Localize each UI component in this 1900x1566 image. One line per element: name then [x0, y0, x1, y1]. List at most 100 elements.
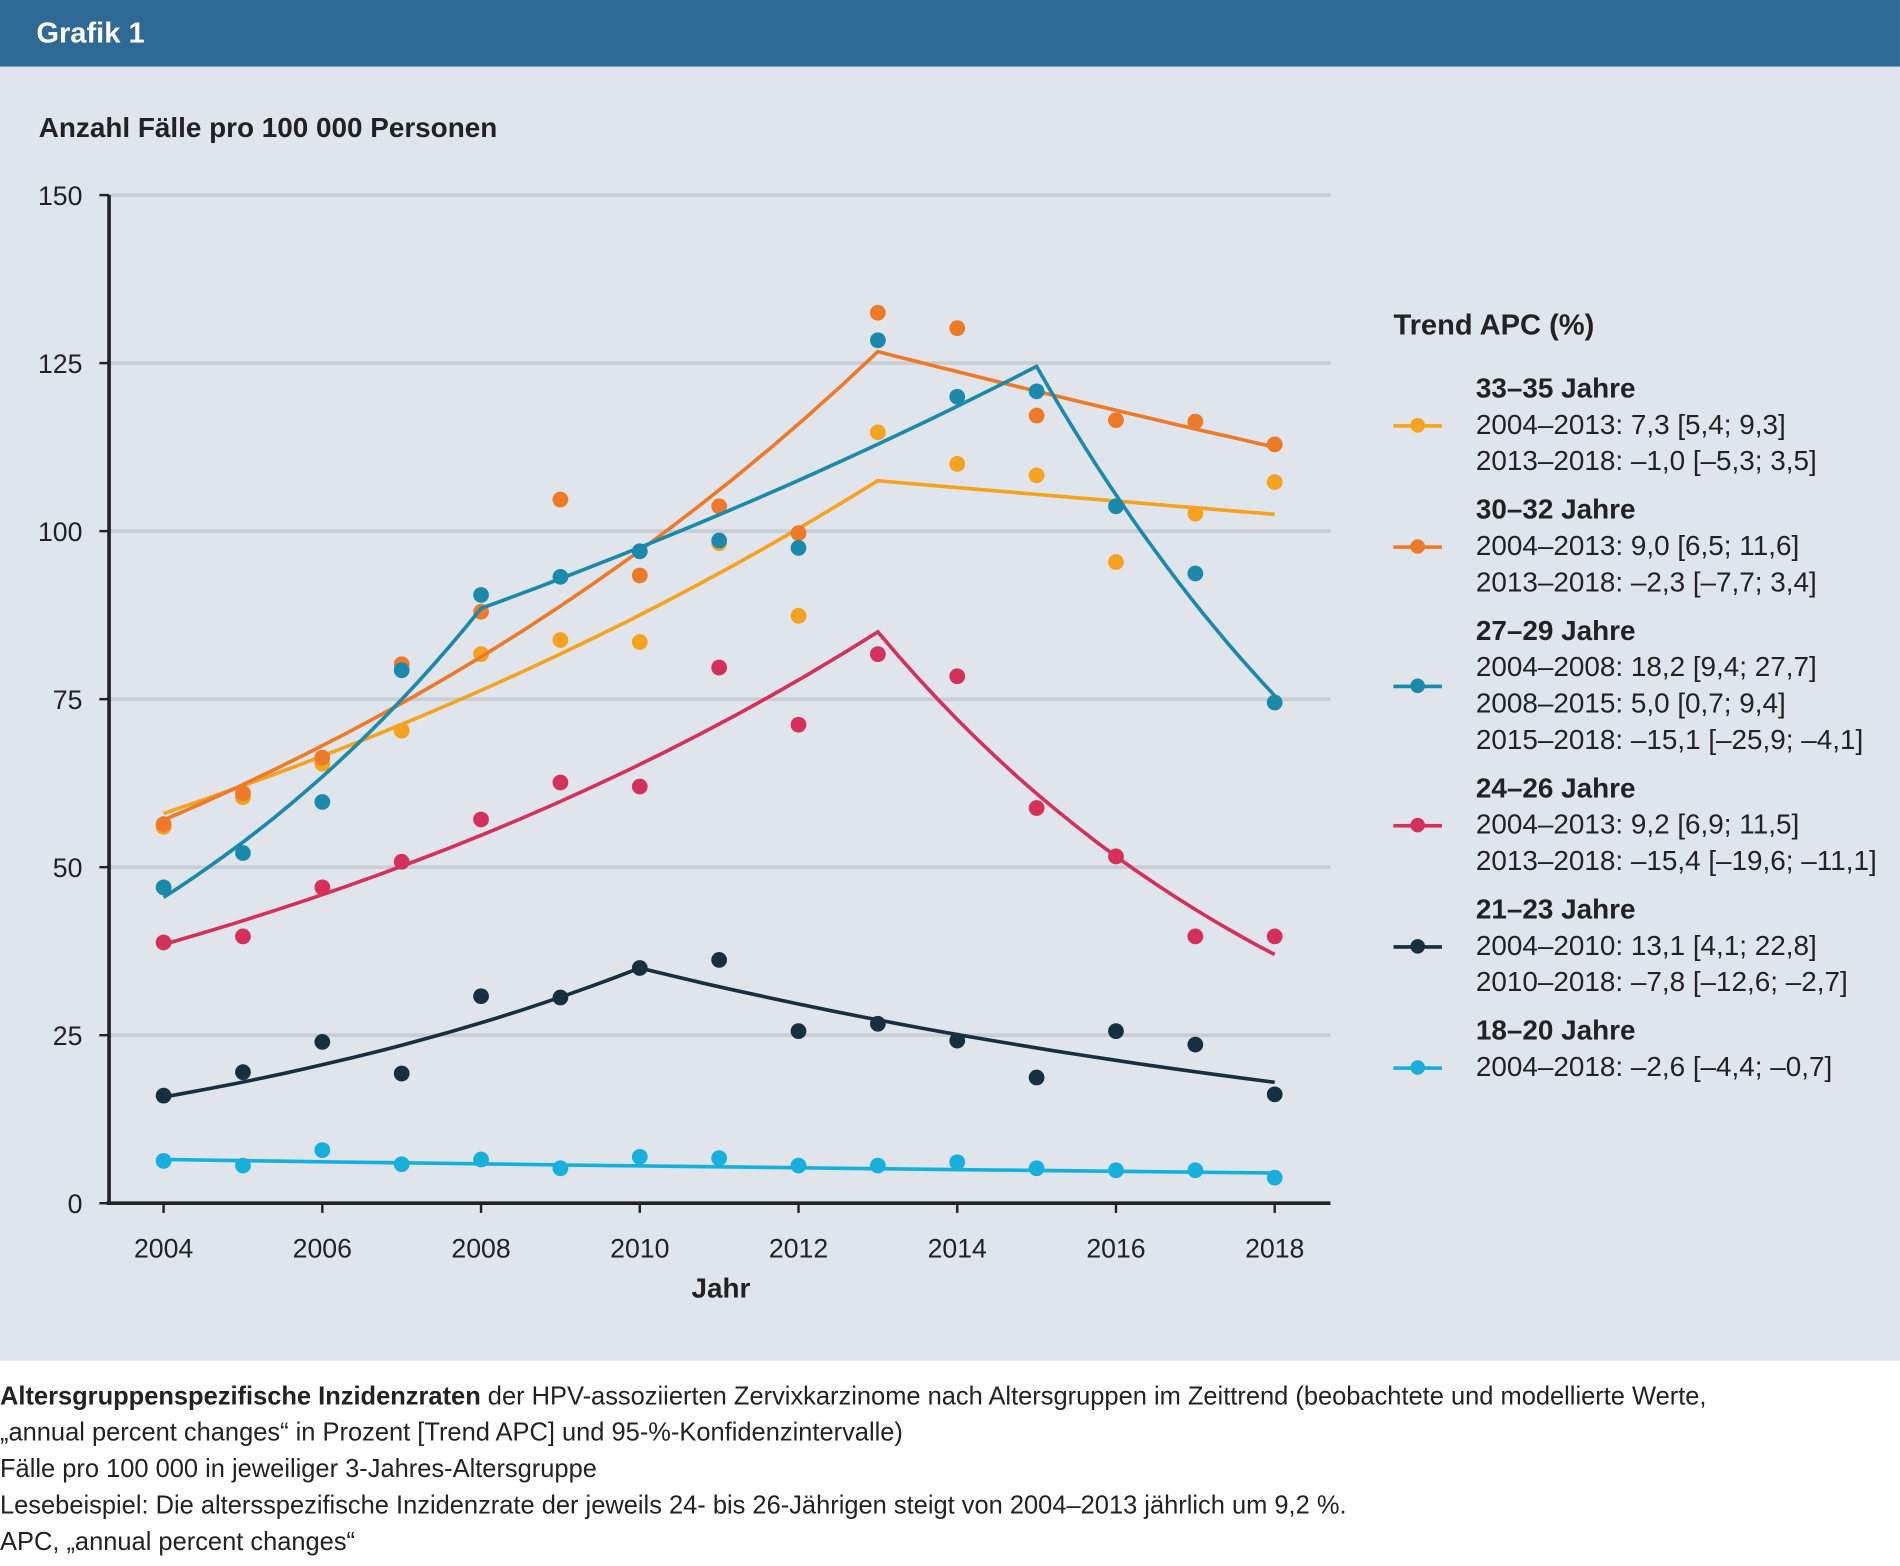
data-point: [1187, 1036, 1204, 1053]
x-tick-label: 2008: [451, 1234, 510, 1264]
chart: 0 25 50 75 100 125 150 2004 2006 2008 2010 2012 2014…: [38, 181, 1331, 1304]
data-point: [949, 1154, 966, 1171]
data-point: [473, 811, 489, 828]
legend-swatch-icon: [1393, 817, 1442, 833]
data-point: [1028, 1160, 1045, 1177]
data-point: [235, 1157, 251, 1174]
data-point: [1266, 1169, 1283, 1186]
data-point: [1108, 1162, 1124, 1179]
data-point: [155, 879, 172, 896]
data-point: [631, 567, 648, 584]
data-point: [711, 659, 728, 676]
data-point: [314, 794, 331, 810]
data-point: [711, 498, 728, 515]
data-point: [631, 960, 648, 976]
data-point: [393, 853, 410, 870]
legend-apc-line: 2013–2018: –2,3 [–7,7; 3,4]: [1475, 565, 1817, 598]
x-tick-label: 2012: [769, 1234, 828, 1264]
legend-item: 24–26 Jahre 2004–2013: 9,2 [6,9; 11,5] 201…: [1393, 769, 1877, 878]
legend-item: 21–23 Jahre 2004–2010: 13,1 [4,1; 22,8] 20…: [1393, 891, 1876, 1000]
legend: Trend APC (%) 33–35 Jahre 2004–2013: 7,3 …: [1393, 309, 1877, 1097]
legend-series-name: 33–35 Jahre: [1475, 371, 1636, 404]
legend-swatch-icon: [1393, 939, 1442, 954]
legend-apc-line: 2004–2018: –2,6 [–4,4; –0,7]: [1475, 1050, 1833, 1083]
x-tick-label: 2010: [610, 1234, 669, 1264]
data-point: [1266, 436, 1283, 453]
data-point: [790, 716, 807, 733]
data-point: [1028, 1069, 1045, 1086]
legend-series-name: 27–29 Jahre: [1475, 614, 1636, 646]
data-point: [393, 1065, 410, 1082]
data-point: [235, 845, 251, 861]
figure-title: Grafik 1: [36, 16, 145, 50]
data-point: [711, 532, 728, 549]
x-tick-label: 2014: [928, 1234, 987, 1264]
data-point: [1028, 383, 1045, 400]
data-point: [235, 928, 251, 945]
data-point: [1028, 467, 1045, 484]
data-point: [631, 1148, 648, 1165]
data-point: [155, 934, 172, 951]
data-point: [790, 607, 807, 624]
data-point: [870, 304, 886, 321]
data-point: [1187, 413, 1204, 430]
legend-series-name: 18–20 Jahre: [1475, 1014, 1636, 1046]
data-point: [552, 989, 569, 1006]
data-point: [1266, 928, 1283, 945]
data-point: [949, 388, 966, 405]
legend-apc-line: 2004–2008: 18,2 [9,4; 27,7]: [1475, 650, 1817, 683]
data-point: [631, 778, 648, 795]
data-point: [393, 662, 410, 679]
data-point: [1108, 498, 1124, 515]
y-tick-label: 75: [53, 685, 83, 715]
caption-line1: der HPV-assoziierten Zervixkarzinome nac…: [480, 1382, 1707, 1411]
trend-line: [163, 966, 1275, 1099]
data-point: [314, 1034, 331, 1050]
data-point: [1108, 848, 1124, 865]
legend-item: 18–20 Jahre 2004–2018: –2,6 [–4,4; –0,7]: [1393, 1012, 1876, 1085]
legend-apc-line: 2004–2013: 9,0 [6,5; 11,6]: [1475, 529, 1800, 562]
data-point: [314, 879, 331, 896]
figure-header: Grafik 1: [0, 0, 1900, 67]
data-point: [155, 1087, 172, 1104]
caption: Altersgruppenspezifische Inzidenzraten d…: [0, 1379, 1707, 1561]
data-point: [552, 491, 569, 508]
data-point: [393, 1156, 410, 1173]
data-point: [949, 320, 966, 337]
data-point: [790, 540, 807, 556]
y-tick-label: 150: [38, 181, 82, 211]
trend-line: [162, 349, 1276, 822]
data-point: [1187, 565, 1204, 582]
data-point: [711, 1150, 728, 1167]
legend-series-name: 21–23 Jahre: [1475, 893, 1636, 925]
data-point: [949, 668, 966, 685]
data-point: [473, 587, 489, 603]
legend-swatch-icon: [1393, 539, 1442, 554]
y-tick-label: 125: [38, 349, 82, 379]
data-point: [711, 952, 728, 968]
y-tick-label: 100: [38, 517, 82, 547]
data-point: [393, 722, 410, 739]
data-point: [870, 646, 886, 662]
legend-item: 30–32 Jahre 2004–2013: 9,0 [6,5; 11,6] 201…: [1393, 491, 1876, 600]
data-point: [949, 456, 966, 472]
caption-line3: Fälle pro 100 000 in jeweiliger 3-Jahres…: [0, 1455, 597, 1484]
legend-apc-line: 2013–2018: –1,0 [–5,3; 3,5]: [1475, 444, 1817, 477]
legend-apc-line: 2015–2018: –15,1 [–25,9; –4,1]: [1475, 723, 1864, 755]
y-tick-label: 0: [68, 1189, 83, 1219]
trend-line: [163, 1157, 1275, 1175]
legend-apc-line: 2008–2015: 5,0 [0,7; 9,4]: [1475, 687, 1786, 719]
trend-line: [162, 364, 1277, 899]
data-point: [552, 632, 569, 648]
x-tick-label: 2006: [293, 1234, 352, 1264]
legend-series-name: 24–26 Jahre: [1475, 771, 1636, 804]
x-tick-label: 2016: [1086, 1234, 1145, 1264]
chart-panel: 0 25 50 75 100 125 150 2004 2006 2008 2010 2012 2014…: [0, 66, 1900, 1361]
data-point: [1028, 407, 1045, 424]
x-axis-title: Jahr: [692, 1273, 751, 1304]
data-point: [1266, 1086, 1283, 1103]
data-point: [235, 1064, 251, 1081]
y-axis-title: Anzahl Fälle pro 100 000 Personen: [38, 111, 498, 143]
legend-item: 27–29 Jahre 2004–2008: 18,2 [9,4; 27,7] 20…: [1393, 612, 1876, 757]
